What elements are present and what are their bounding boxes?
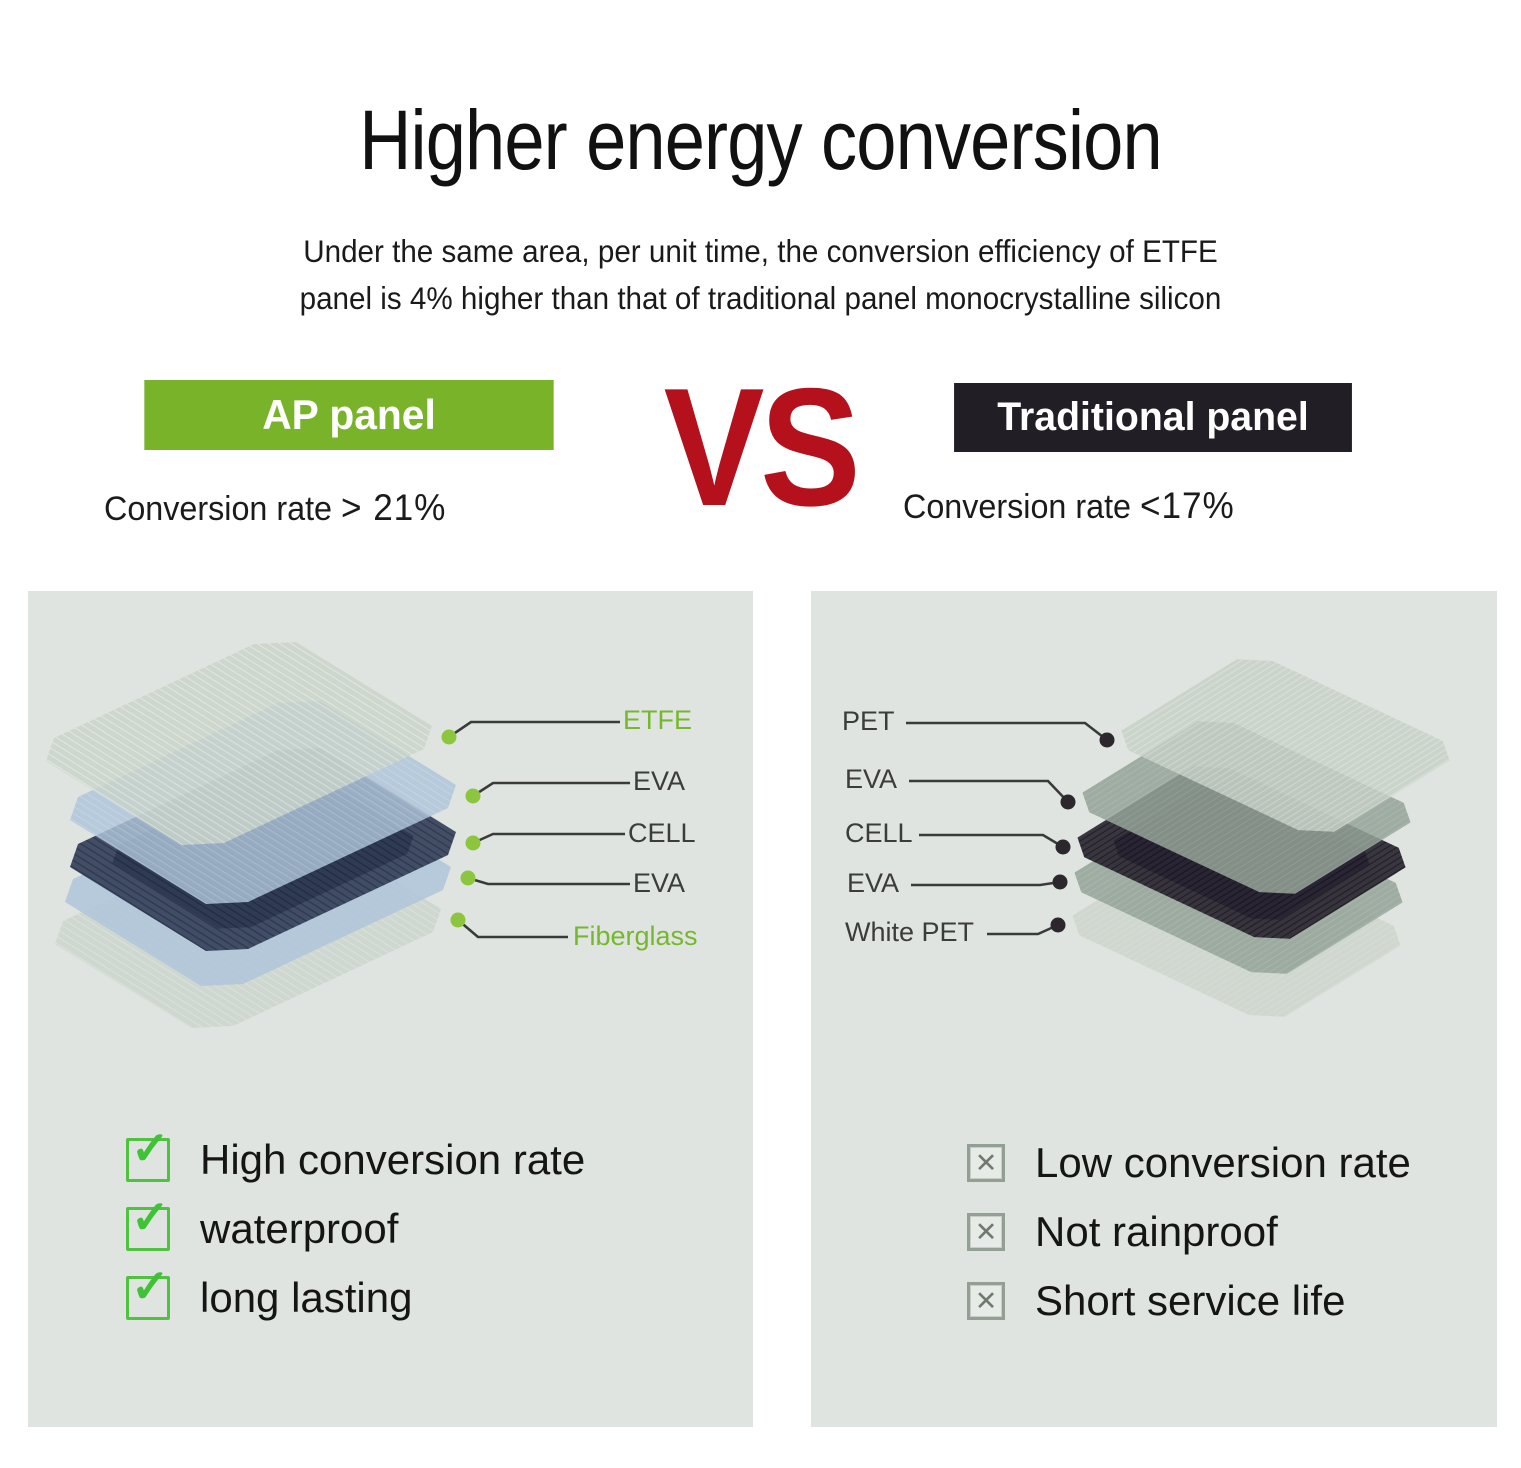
- cross-icon: ✕: [974, 1147, 998, 1178]
- check-icon: ✓: [131, 1122, 170, 1174]
- ap-feature-list: ✓ High conversion rate ✓ waterproof ✓ lo…: [126, 1125, 586, 1321]
- list-item: ✓ waterproof: [126, 1194, 585, 1252]
- subtitle-line-2: panel is 4% higher than that of traditio…: [299, 280, 1222, 316]
- crossbox: ✕: [967, 1144, 1005, 1182]
- list-item: ✓ High conversion rate: [126, 1125, 586, 1183]
- cross-icon: ✕: [974, 1285, 998, 1316]
- layer-label-white-pet: White PET: [845, 917, 975, 947]
- list-item: ✓ long lasting: [126, 1263, 585, 1321]
- left-conversion-rate: Conversion rate > 21%: [104, 487, 446, 529]
- leader-lines: [906, 721, 1108, 936]
- subtitle-line-1: Under the same area, per unit time, the …: [303, 233, 1218, 269]
- feature-label: Low conversion rate: [1035, 1139, 1411, 1186]
- leader-dots-green: [441, 729, 481, 928]
- feature-label: High conversion rate: [200, 1136, 586, 1183]
- layer-label-fiberglass: Fiberglass: [573, 921, 698, 951]
- check-icon: ✓: [131, 1260, 170, 1312]
- layer-label-etfe: ETFE: [623, 705, 693, 735]
- checkbox: ✓: [126, 1263, 170, 1320]
- layer-label-cell: CELL: [845, 818, 913, 848]
- crossbox: ✕: [967, 1213, 1005, 1251]
- checkbox: ✓: [126, 1194, 170, 1251]
- cross-icon: ✕: [974, 1216, 998, 1247]
- layer-label-cell: CELL: [628, 818, 696, 848]
- traditional-feature-list: ✕ Low conversion rate ✕ Not rainproof ✕ …: [967, 1141, 1411, 1323]
- list-item: ✕ Not rainproof: [967, 1210, 1411, 1254]
- leader-dots-dark: [1050, 732, 1115, 933]
- checkbox: ✓: [126, 1125, 170, 1182]
- vs-label: VS: [663, 353, 861, 541]
- feature-label: waterproof: [200, 1205, 399, 1252]
- ap-panel-badge: AP panel: [144, 380, 554, 450]
- layer-label-eva-bottom: EVA: [847, 868, 900, 898]
- left-rate-value: > 21%: [340, 487, 447, 528]
- layer-label-eva-top: EVA: [633, 766, 686, 796]
- left-rate-label: Conversion rate: [104, 490, 333, 528]
- feature-label: Not rainproof: [1035, 1208, 1278, 1255]
- traditional-panel-diagram: PET EVA CELL EVA White PET ✕ Low convers…: [811, 591, 1497, 1427]
- layer-shape-etfe: [46, 642, 432, 845]
- feature-label: Short service life: [1035, 1277, 1346, 1324]
- ap-panel-diagram: ETFE EVA CELL EVA Fiberglass ✓ High conv…: [28, 591, 753, 1427]
- layer-label-eva-bottom: EVA: [633, 868, 686, 898]
- list-item: ✕ Low conversion rate: [967, 1141, 1411, 1185]
- traditional-layer-stack-illustration: [906, 659, 1450, 1017]
- right-rate-label: Conversion rate: [903, 488, 1132, 526]
- right-conversion-rate: Conversion rate <17%: [903, 485, 1235, 527]
- traditional-panel-badge: Traditional panel: [954, 383, 1352, 452]
- feature-label: long lasting: [200, 1274, 413, 1321]
- page-title: Higher energy conversion: [359, 93, 1162, 187]
- crossbox: ✕: [967, 1282, 1005, 1320]
- list-item: ✕ Short service life: [967, 1279, 1411, 1323]
- layer-shape-pet: [1121, 659, 1450, 832]
- check-icon: ✓: [131, 1191, 170, 1243]
- subtitle: Under the same area, per unit time, the …: [46, 228, 1476, 322]
- ap-layer-stack-illustration: [46, 642, 630, 1028]
- leader-lines: [448, 720, 630, 939]
- layer-label-pet: PET: [842, 706, 895, 736]
- layer-label-eva-top: EVA: [845, 764, 898, 794]
- right-rate-value: <17%: [1139, 485, 1235, 526]
